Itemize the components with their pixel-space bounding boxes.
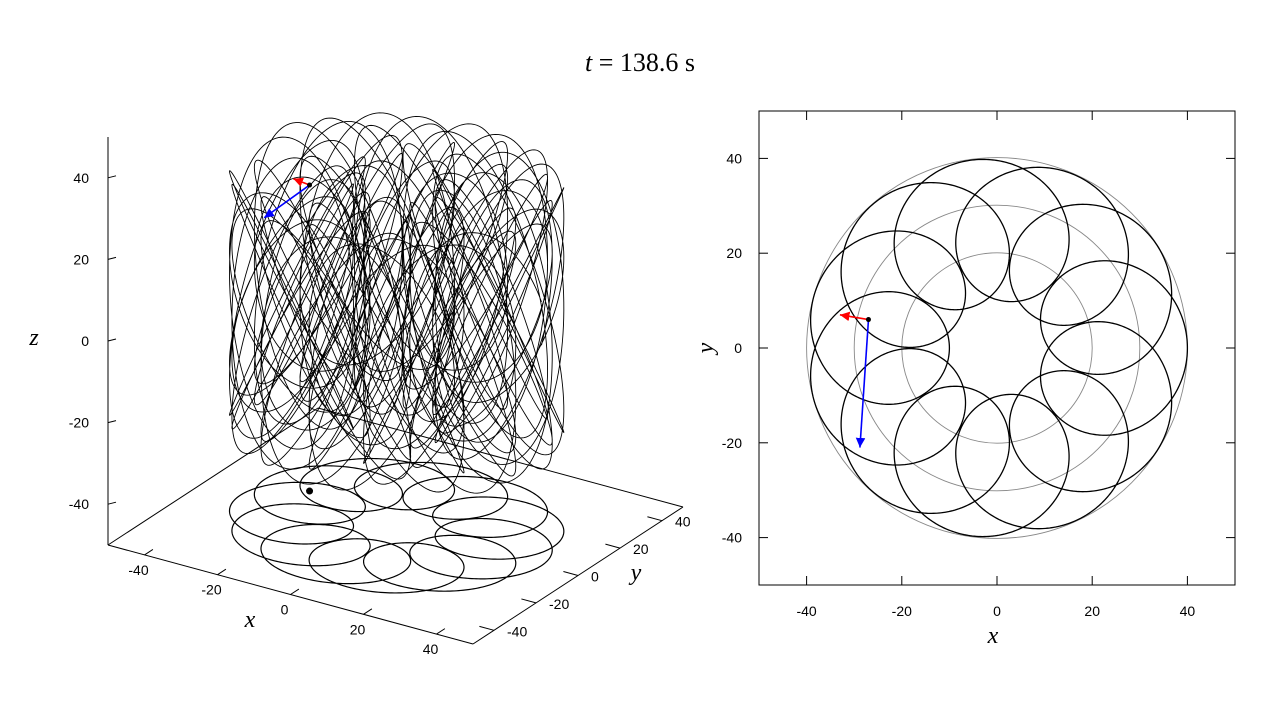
z-tick (107, 501, 117, 505)
x-tick (363, 608, 373, 615)
y-tick (647, 516, 663, 522)
x-tick-label: -40 (796, 603, 816, 619)
guide-circle (901, 252, 1093, 444)
y-tick-label: 20 (633, 541, 649, 557)
x-axis-label: x (987, 623, 999, 649)
z-tick-label: 20 (73, 251, 89, 267)
trajectory-shadow (228, 457, 565, 594)
current-point-shadow (306, 487, 314, 495)
y-tick-label: 0 (591, 569, 599, 585)
y-tick-label: 40 (726, 150, 742, 166)
z-tick-label: -40 (69, 496, 89, 512)
floor-edge (107, 407, 319, 546)
y-tick-label: -40 (507, 623, 527, 639)
z-axis-label: z (28, 325, 39, 351)
z-tick (107, 338, 117, 342)
z-tick (107, 256, 117, 260)
trajectory-line (809, 158, 1189, 538)
z-tick (107, 420, 117, 424)
plot-frame (758, 110, 1236, 586)
trajectory-line (229, 112, 565, 494)
plot-2d: -40 -20 0 20 40 -40 -20 0 20 40 x y (693, 110, 1236, 649)
title-value: = 138.6 s (592, 48, 695, 77)
x-tick-label: 0 (281, 602, 289, 618)
x-tick (144, 549, 154, 556)
x-axis-label: x (244, 607, 256, 633)
y-tick-label: 20 (726, 245, 742, 261)
x-tick-label: -20 (201, 582, 221, 598)
acceleration-vector (263, 184, 311, 219)
y-tick-label: -40 (722, 530, 742, 546)
x-tick (436, 628, 446, 635)
x-tick-label: 40 (1180, 603, 1196, 619)
y-tick (479, 625, 495, 631)
y-tick-label: 0 (734, 340, 742, 356)
z-tick-label: 40 (73, 170, 89, 186)
x-tick-label: -40 (128, 562, 148, 578)
current-point (307, 182, 313, 188)
x-tick (217, 568, 227, 576)
x-tick-label: 0 (993, 603, 1001, 619)
x-tick-label: 40 (423, 641, 439, 657)
current-point (865, 317, 871, 323)
y-tick (605, 543, 621, 549)
x-tick-label: -20 (892, 603, 912, 619)
acceleration-vector (855, 319, 870, 448)
y-axis-label: y (629, 560, 642, 586)
title-variable: t (584, 48, 593, 77)
y-tick-label: 40 (675, 514, 691, 530)
x-tick-label: 20 (1084, 603, 1100, 619)
y-tick (563, 571, 579, 576)
plot-3d: -40 -20 0 20 40 -40 -20 0 20 40 -40 -20 0 20 40 x y z (28, 112, 691, 657)
z-tick-label: -20 (69, 415, 89, 431)
y-axis-label: y (693, 342, 719, 355)
x-tick (290, 588, 300, 595)
figure-title: t = 138.6 s (0, 48, 1280, 78)
y-tick-label: -20 (549, 596, 569, 612)
floor-edge (317, 407, 684, 508)
z-tick (107, 175, 117, 179)
y-tick (521, 598, 537, 604)
y-tick-label: -20 (722, 435, 742, 451)
velocity-vector (293, 177, 310, 187)
x-tick-label: 20 (350, 621, 366, 637)
velocity-vector (839, 311, 869, 322)
z-tick-label: 0 (81, 333, 89, 349)
guide-circle (853, 204, 1141, 492)
